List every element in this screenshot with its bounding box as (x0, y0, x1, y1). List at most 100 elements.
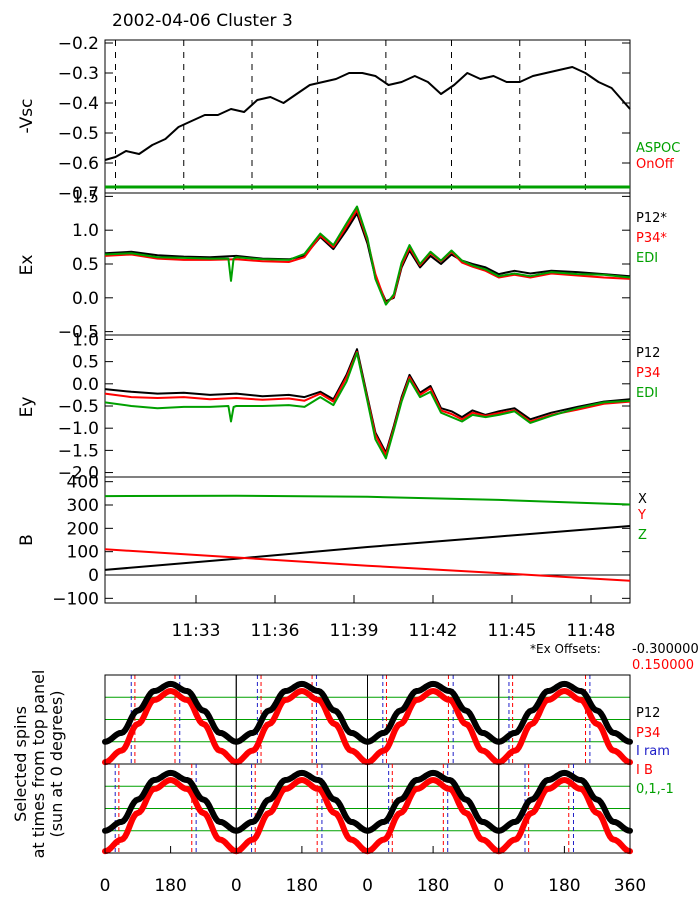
ex-legend-p12: P12* (636, 211, 667, 226)
ey-legend-edi: EDI (636, 386, 658, 401)
ex-ytick-label: 1.5 (72, 187, 99, 207)
b-series-z (104, 494, 631, 506)
b-series-x (104, 525, 631, 571)
ex-series-p34 (104, 208, 631, 305)
spin-xtick-label: 0 (100, 876, 111, 896)
spin-xtick-label: 180 (548, 876, 580, 896)
spin-p12-curve (102, 680, 240, 745)
vsc-ytick-label: −0.7 (58, 184, 99, 204)
spin-p12-curve (495, 769, 633, 834)
spin-p34-curve (364, 776, 502, 855)
spin-xtick-label: 360 (614, 876, 646, 896)
spin-cells: 0 180 0 180 0 180 0 180 360 (100, 674, 646, 896)
spin-xtick-label: 180 (417, 876, 449, 896)
spin-xtick-label: 0 (362, 876, 373, 896)
spin-p12-curve (364, 769, 502, 834)
b-legend-x: X (638, 492, 647, 507)
b-ytick-label: 300 (67, 496, 99, 516)
vsc-ytick-label: −0.5 (58, 124, 99, 144)
ey-panel: Ey P12 P34 EDI 1.0 0.50.0−0.5−1.0−1.5 −2.0 (17, 330, 660, 483)
ex-panel: Ex P12* P34* EDI 1.5 1.0 0.5 0.0 −0.5 (17, 187, 667, 342)
b-series-y (104, 548, 631, 582)
ex-ylabel: Ex (17, 255, 37, 276)
spin-p34-curve (102, 687, 240, 766)
time-tick-label: 11:39 (330, 621, 379, 641)
spins-legend-ref: 0,1,-1 (636, 782, 674, 797)
ey-series-edi (104, 351, 631, 460)
b-panel: B X Y Z 400 300 200 100 0 −100 (17, 473, 647, 610)
b-frame (104, 476, 631, 604)
b-legend-y: Y (637, 508, 646, 523)
spin-p12-curve (233, 769, 371, 834)
b-ytick-label: −100 (52, 589, 99, 609)
spin-xtick-label: 0 (231, 876, 242, 896)
spin-p34-curve (364, 687, 502, 766)
ex-ytick-label: 0.5 (72, 255, 99, 275)
vsc-ytick-label: −0.4 (58, 94, 99, 114)
vsc-ytick-label: −0.2 (58, 34, 99, 54)
time-tick-label: 11:48 (567, 621, 616, 641)
ey-ytick-label: −1.0 (58, 419, 99, 439)
time-tick-label: 11:45 (488, 621, 537, 641)
spins-ylabel-3: (sun at 0 degrees) (47, 690, 66, 837)
vsc-legend-aspoc: ASPOC (636, 141, 680, 156)
spins-legend-p34: P34 (636, 726, 660, 741)
ey-ytick-label: −2.0 (58, 464, 99, 484)
vsc-ylabel: -Vsc (17, 99, 37, 134)
ey-ytick-label: 0.0 (72, 375, 99, 395)
vsc-series-vsc (104, 66, 631, 161)
ex-ytick-label: −0.5 (58, 323, 99, 343)
ey-legend-p12: P12 (636, 346, 660, 361)
b-ytick-label: 400 (67, 473, 99, 493)
spins-legend-iram: I ram (636, 744, 670, 759)
ex-legend-edi: EDI (636, 251, 658, 266)
spin-xtick-label: 180 (286, 876, 318, 896)
vsc-ytick-label: −0.3 (58, 64, 99, 84)
vsc-ytick-label: −0.6 (58, 154, 99, 174)
ex-series-edi (104, 205, 631, 306)
b-ytick-label: 0 (88, 566, 99, 586)
ex-offsets: *Ex Offsets: -0.300000 0.150000 (530, 642, 699, 673)
time-axis: 11:33 11:36 11:39 11:42 11:45 11:48 (172, 595, 616, 641)
spins-legend-ib: I B (636, 763, 653, 778)
vsc-legend-onoff: OnOff (636, 157, 675, 172)
time-tick-label: 11:42 (409, 621, 458, 641)
spin-p12-curve (102, 769, 240, 834)
ey-ytick-label: 1.0 (72, 330, 99, 350)
spin-p34-curve (495, 776, 633, 855)
ey-ytick-label: 0.5 (72, 353, 99, 373)
ey-ytick-label: −1.5 (58, 441, 99, 461)
vsc-panel: -Vsc ASPOC OnOff −0.2 −0.3 −0.4 −0.5 −0.6 −0.… (17, 34, 680, 204)
spin-p34-curve (495, 687, 633, 766)
b-legend-z: Z (638, 528, 647, 543)
spins-legend-p12: P12 (636, 706, 660, 721)
ex-offsets-p12: -0.300000 (632, 642, 699, 657)
ex-offsets-p34: 0.150000 (632, 658, 694, 673)
time-tick-label: 11:36 (251, 621, 300, 641)
b-ytick-label: 200 (67, 519, 99, 539)
ey-legend-p34: P34 (636, 366, 660, 381)
spins-ylabel-2: at times from top panel (29, 670, 48, 859)
ex-offsets-label: *Ex Offsets: (530, 642, 601, 656)
b-ytick-label: 100 (67, 543, 99, 563)
spin-p12-curve (364, 680, 502, 745)
ex-frame (104, 192, 631, 336)
ey-ytick-label: −0.5 (58, 397, 99, 417)
ex-ytick-label: 1.0 (72, 221, 99, 241)
ex-legend-p34: P34* (636, 231, 667, 246)
spins-frame (104, 674, 631, 854)
spin-p34-curve (233, 776, 371, 855)
ey-ylabel: Ey (17, 397, 37, 418)
spin-xtick-label: 180 (154, 876, 186, 896)
spins-panel: 0 180 0 180 0 180 0 180 360 Selected spins at ti… (11, 670, 674, 896)
spin-xtick-label: 0 (493, 876, 504, 896)
b-ylabel: B (17, 534, 37, 546)
spins-ylabel-1: Selected spins (11, 706, 30, 822)
time-tick-label: 11:33 (172, 621, 221, 641)
spin-p34-curve (233, 687, 371, 766)
ex-ytick-label: 0.0 (72, 289, 99, 309)
spin-p12-curve (495, 680, 633, 745)
spin-p34-curve (102, 776, 240, 855)
spin-p12-curve (233, 680, 371, 745)
